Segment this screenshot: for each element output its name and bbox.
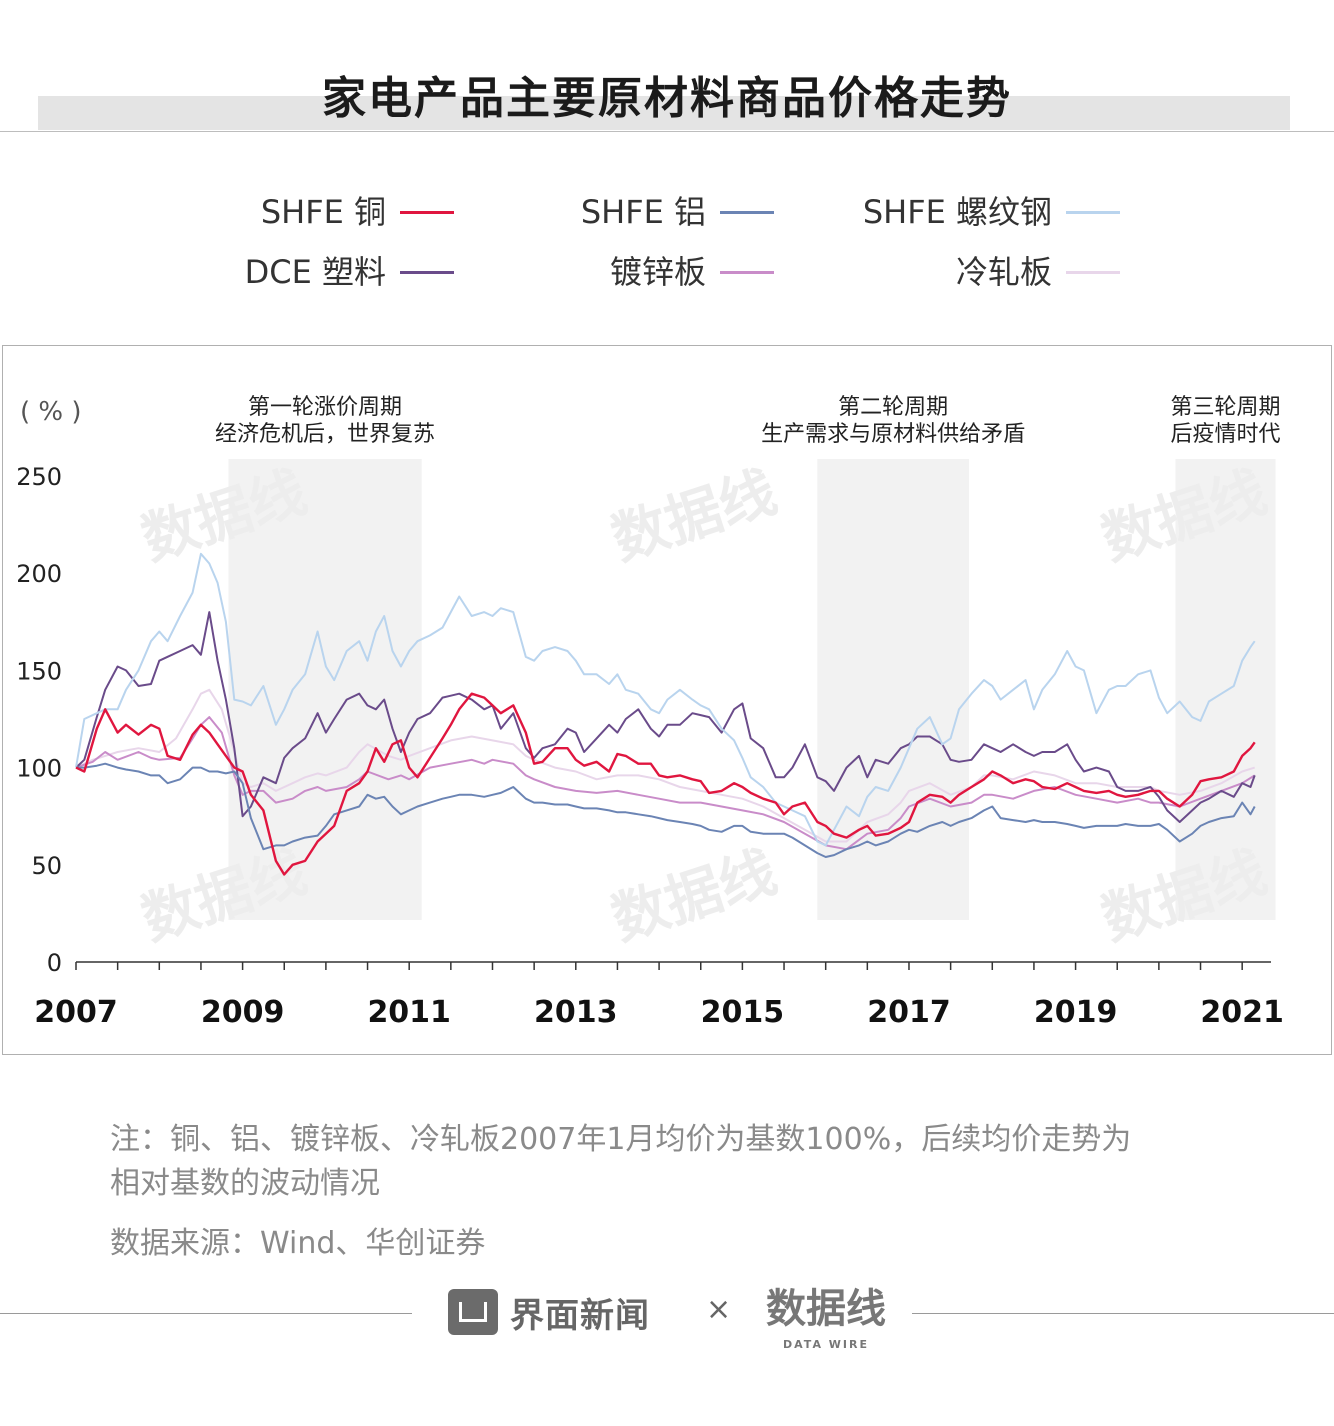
x-tick-label: 2009 — [201, 995, 285, 1030]
series-line — [75, 716, 1256, 851]
jiemian-logo-text: 界面新闻 — [510, 1295, 650, 1336]
legend-label: DCE 塑料 — [244, 253, 386, 291]
period-label: 第二轮周期 — [838, 395, 948, 420]
chart-title: 家电产品主要原材料商品价格走势 — [322, 73, 1012, 124]
watermark: 数据线 — [604, 840, 784, 954]
x-tick-label: 2013 — [534, 995, 618, 1030]
x-tick-label: 2021 — [1200, 995, 1284, 1030]
y-tick-label: 50 — [31, 852, 62, 880]
legend-item: SHFE 铜 — [54, 192, 454, 232]
legend-swatch — [720, 271, 774, 274]
legend-swatch — [1066, 271, 1120, 274]
period-label: 后疫情时代 — [1171, 422, 1281, 447]
note-line-2: 相对基数的波动情况 — [110, 1166, 380, 1201]
y-tick-label: 250 — [16, 463, 62, 491]
legend-item: SHFE 铝 — [374, 192, 774, 232]
x-tick-label: 2015 — [701, 995, 785, 1030]
series-line — [75, 552, 1256, 847]
note-line-1: 注：铜、铝、镀锌板、冷轧板2007年1月均价为基数100%，后续均价走势为 — [110, 1122, 1132, 1157]
series-line — [75, 688, 1255, 843]
legend-label: SHFE 铜 — [260, 193, 386, 231]
legend-label: 镀锌板 — [609, 253, 706, 291]
period-band — [817, 459, 969, 920]
watermark: 数据线 — [604, 460, 784, 574]
legend-swatch — [400, 271, 454, 274]
legend-item: SHFE 螺纹钢 — [720, 192, 1120, 232]
series-line — [76, 762, 1256, 858]
period-band — [1175, 459, 1276, 920]
legend-label: SHFE 螺纹钢 — [862, 193, 1052, 231]
collab-times: × — [706, 1292, 732, 1327]
watermark: 数据线 — [134, 840, 314, 954]
datawire-logo: 数据线 DATA WIRE — [766, 1286, 886, 1351]
x-tick-label: 2019 — [1034, 995, 1118, 1030]
datawire-logo-text: 数据线 — [766, 1286, 886, 1332]
data-source: 数据来源：Wind、华创证券 — [110, 1226, 486, 1261]
y-tick-label: 150 — [16, 657, 62, 685]
series-line — [75, 611, 1256, 823]
footer-rule-left — [0, 1313, 412, 1314]
title-rule — [0, 131, 1334, 132]
legend-swatch — [1066, 211, 1120, 214]
x-tick-label: 2017 — [867, 995, 951, 1030]
title-band — [38, 96, 1290, 130]
chart-frame — [2, 345, 1332, 1055]
period-label: 第一轮涨价周期 — [248, 395, 402, 420]
datawire-logo-sub: DATA WIRE — [783, 1338, 869, 1351]
series-line — [75, 692, 1256, 876]
legend-item: 冷轧板 — [720, 252, 1120, 292]
y-tick-label: 200 — [16, 560, 62, 588]
period-label: 生产需求与原材料供给矛盾 — [761, 422, 1025, 447]
jiemian-logo-icon — [448, 1289, 498, 1335]
x-tick-label: 2011 — [367, 995, 451, 1030]
legend-label: SHFE 铝 — [580, 193, 706, 231]
period-label: 经济危机后，世界复苏 — [215, 422, 435, 447]
period-label: 第三轮周期 — [1171, 395, 1281, 420]
y-axis-unit: ( % ) — [20, 397, 82, 427]
legend-item: 镀锌板 — [374, 252, 774, 292]
footer-rule-right — [912, 1313, 1334, 1314]
legend-label: 冷轧板 — [955, 253, 1052, 291]
jiemian-logo: 界面新闻 — [448, 1288, 650, 1336]
y-tick-label: 100 — [16, 755, 62, 783]
legend-swatch — [400, 211, 454, 214]
y-tick-label: 0 — [47, 949, 62, 977]
legend-swatch — [720, 211, 774, 214]
x-tick-label: 2007 — [34, 995, 118, 1030]
legend-item: DCE 塑料 — [54, 252, 454, 292]
